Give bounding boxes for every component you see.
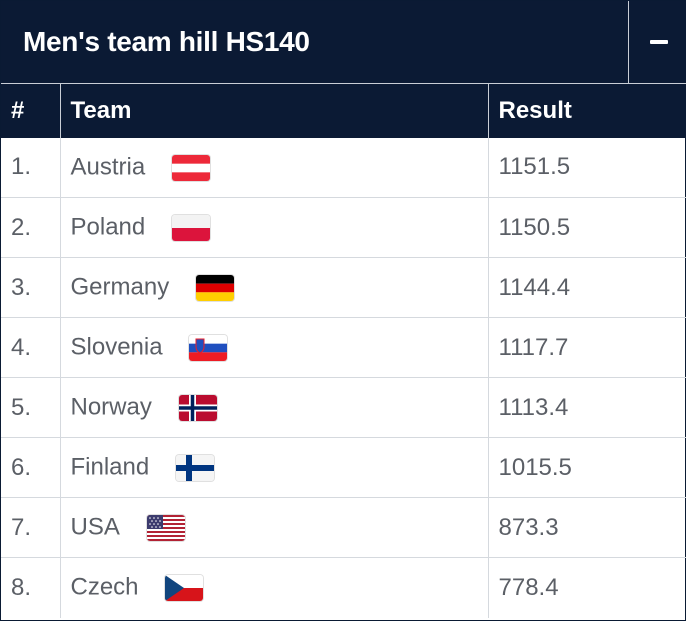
result-cell: 1144.4 [487, 257, 686, 318]
flag-germany-icon [195, 274, 234, 301]
team-name: USA [70, 513, 120, 541]
panel-header: Men's team hill HS140 [1, 1, 686, 83]
column-header-result: Result [487, 83, 686, 138]
team-cell: Poland [59, 197, 488, 258]
team-name: Poland [70, 213, 146, 241]
flag-finland-icon [175, 454, 214, 481]
team-name: Austria [70, 153, 146, 181]
panel-title: Men's team hill HS140 [23, 26, 310, 57]
flag-norway-icon [178, 394, 217, 421]
column-header-team: Team [59, 83, 488, 138]
rank-cell: 3. [1, 257, 60, 318]
rank-cell: 6. [1, 437, 60, 498]
result-cell: 1015.5 [487, 437, 686, 498]
team-cell: Slovenia [59, 317, 488, 378]
table-row: 8. Czech 778.4 [1, 557, 686, 618]
team-cell: Norway [59, 377, 488, 438]
result-cell: 1150.5 [487, 197, 686, 258]
table-row: 5. Norway 1113.4 [1, 377, 686, 438]
rank-cell: 8. [1, 557, 60, 618]
flag-poland-icon [171, 214, 210, 241]
result-cell: 1117.7 [487, 317, 686, 378]
team-cell: Austria [59, 137, 488, 198]
rank-cell: 5. [1, 377, 60, 438]
flag-usa-icon [146, 514, 185, 541]
team-name: Norway [70, 393, 152, 421]
result-cell: 1151.5 [487, 137, 686, 198]
team-cell: Czech [59, 557, 488, 618]
rank-cell: 4. [1, 317, 60, 378]
result-cell: 873.3 [487, 497, 686, 558]
rank-cell: 1. [11, 153, 32, 181]
collapse-button[interactable] [628, 1, 686, 83]
rank-cell: 2. [1, 197, 60, 258]
table-header-row: # Team Result [1, 83, 686, 138]
flag-slovenia-icon [189, 334, 228, 361]
team-cell: Finland [59, 437, 488, 498]
column-header-rank: # [1, 83, 60, 138]
table-row: 4. Slovenia 1117.7 [1, 317, 686, 378]
table-row: 1. Austria 1151.5 [1, 137, 686, 198]
flag-austria-icon [171, 154, 210, 181]
team-name: Germany [70, 273, 170, 301]
team-cell: Germany [59, 257, 488, 318]
team-name: Czech [70, 574, 139, 602]
table-row: 7. USA [1, 497, 686, 558]
rank-cell: 7. [1, 497, 60, 558]
minus-icon [650, 40, 668, 44]
table-row: 6. Finland 1015.5 [1, 437, 686, 498]
table-row: 3. Germany 1144.4 [1, 257, 686, 318]
team-name: Finland [70, 453, 150, 481]
flag-czech-icon [165, 575, 204, 602]
results-table: # Team Result 1. Austria 1151.5 2. Polan [1, 83, 686, 618]
table-row: 2. Poland 1150.5 [1, 197, 686, 258]
result-cell: 1113.4 [487, 377, 686, 438]
team-cell: USA [59, 497, 488, 558]
result-cell: 778.4 [487, 557, 686, 618]
team-name: Slovenia [70, 333, 163, 361]
